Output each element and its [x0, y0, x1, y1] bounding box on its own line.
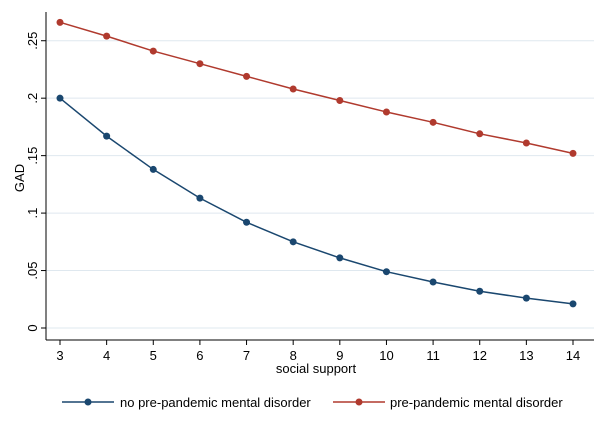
data-point-series-1	[103, 132, 111, 140]
data-point-series-1	[289, 238, 297, 246]
data-point-series-2	[429, 118, 437, 126]
y-tick-label: .25	[25, 32, 40, 50]
x-tick-label: 9	[336, 348, 343, 363]
data-point-series-2	[243, 72, 251, 80]
data-point-series-1	[56, 94, 64, 102]
legend-label-series-2: pre-pandemic mental disorder	[390, 395, 563, 410]
x-tick-label: 11	[426, 348, 440, 363]
y-tick-label: .15	[25, 147, 40, 165]
x-tick-label: 10	[379, 348, 393, 363]
data-point-series-1	[569, 300, 577, 308]
data-point-series-2	[149, 47, 157, 55]
data-point-series-2	[289, 85, 297, 93]
x-tick-label: 5	[150, 348, 157, 363]
x-tick-label: 3	[56, 348, 63, 363]
x-tick-label: 8	[290, 348, 297, 363]
y-axis-title: GAD	[12, 164, 27, 192]
data-point-series-1	[522, 294, 530, 302]
legend: no pre-pandemic mental disorder pre-pand…	[62, 395, 563, 410]
data-point-series-2	[569, 149, 577, 157]
data-point-series-1	[476, 287, 484, 295]
data-point-series-1	[382, 268, 390, 276]
legend-marker-series-1	[84, 398, 92, 406]
data-point-series-1	[336, 254, 344, 262]
data-point-series-1	[149, 165, 157, 173]
data-point-series-2	[196, 60, 204, 68]
y-tick-label: .1	[25, 208, 40, 219]
data-point-series-1	[243, 218, 251, 226]
y-tick-label: .05	[25, 262, 40, 280]
data-point-series-2	[336, 96, 344, 104]
data-point-series-1	[429, 278, 437, 286]
y-tick-label: 0	[25, 324, 40, 331]
data-point-series-2	[103, 32, 111, 40]
data-point-series-1	[196, 194, 204, 202]
y-tick-label: .2	[25, 93, 40, 104]
x-tick-label: 12	[472, 348, 486, 363]
gridlines	[46, 40, 594, 329]
legend-marker-series-2	[355, 398, 363, 406]
x-tick-label: 4	[103, 348, 110, 363]
x-tick-label: 7	[243, 348, 250, 363]
y-axis-ticks: 0 .05 .1 .15 .2 .25	[25, 32, 46, 332]
x-axis-ticks: 3 4 5 6 7 8 9 10 11 12 13 14	[56, 340, 580, 363]
legend-label-series-1: no pre-pandemic mental disorder	[120, 395, 311, 410]
x-tick-label: 13	[519, 348, 533, 363]
x-tick-label: 14	[566, 348, 580, 363]
data-point-series-2	[382, 108, 390, 116]
series-lines	[56, 18, 577, 308]
data-point-series-2	[476, 130, 484, 138]
data-point-series-2	[56, 18, 64, 26]
data-point-series-2	[522, 139, 530, 147]
x-tick-label: 6	[196, 348, 203, 363]
series-line-1	[59, 97, 574, 305]
x-axis-title: social support	[276, 361, 357, 376]
series-line-2	[59, 21, 574, 155]
